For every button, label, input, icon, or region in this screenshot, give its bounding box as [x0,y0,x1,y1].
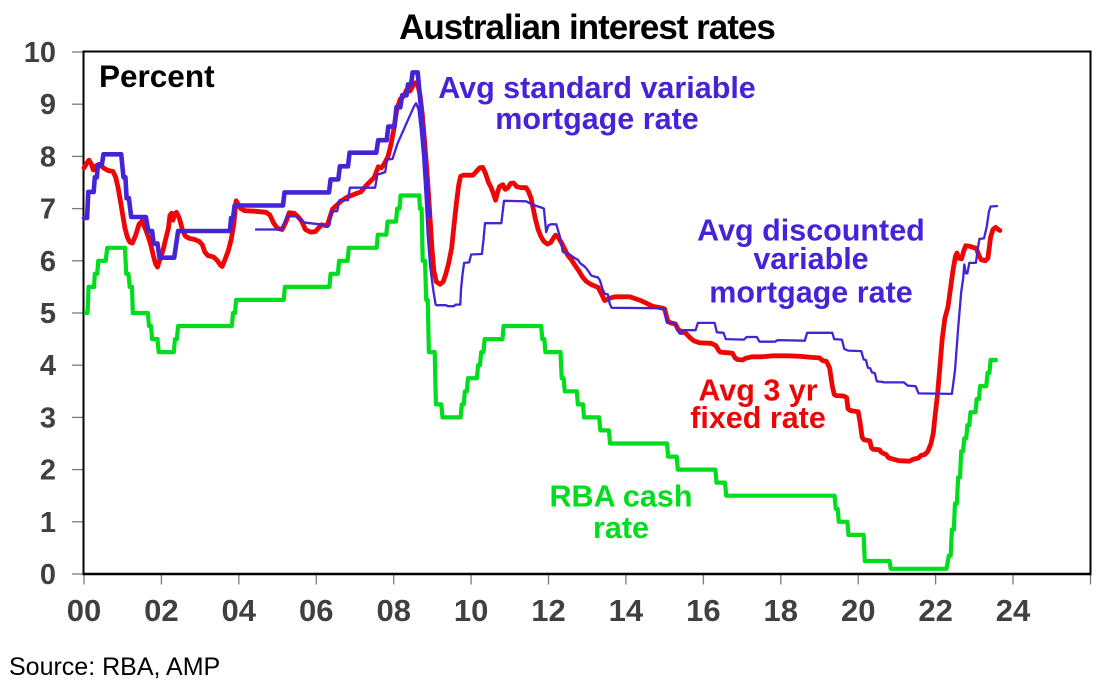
svg-text:10: 10 [454,593,488,628]
svg-text:00: 00 [67,593,101,628]
svg-text:Percent: Percent [99,58,215,94]
svg-text:6: 6 [40,246,56,278]
svg-text:08: 08 [376,593,410,628]
svg-text:Avg standard variable: Avg standard variable [438,71,756,105]
svg-text:Avg discounted: Avg discounted [697,214,925,248]
svg-text:3: 3 [40,402,56,434]
svg-text:06: 06 [299,593,333,628]
svg-text:rate: rate [593,511,649,545]
svg-text:22: 22 [918,593,952,628]
svg-text:Australian interest rates: Australian interest rates [399,8,775,47]
svg-text:24: 24 [996,593,1031,628]
svg-text:18: 18 [764,593,798,628]
svg-text:RBA cash: RBA cash [550,480,693,514]
svg-text:fixed rate: fixed rate [690,401,826,435]
svg-text:9: 9 [40,89,56,121]
svg-text:2: 2 [40,455,56,487]
svg-text:10: 10 [24,37,56,69]
svg-text:0: 0 [40,559,56,591]
svg-text:8: 8 [40,141,56,173]
svg-text:variable: variable [753,242,868,276]
svg-text:12: 12 [531,593,565,628]
svg-text:Source: RBA, AMP: Source: RBA, AMP [9,653,220,681]
svg-text:mortgage rate: mortgage rate [709,276,912,310]
svg-text:Avg 3 yr: Avg 3 yr [698,374,817,408]
svg-text:mortgage rate: mortgage rate [495,102,698,136]
svg-text:20: 20 [841,593,875,628]
svg-text:1: 1 [40,507,56,539]
svg-text:14: 14 [609,593,644,628]
svg-text:7: 7 [40,194,56,226]
svg-text:02: 02 [144,593,178,628]
svg-text:04: 04 [222,593,257,628]
svg-text:16: 16 [686,593,720,628]
svg-text:4: 4 [40,350,56,382]
svg-text:5: 5 [40,298,56,330]
